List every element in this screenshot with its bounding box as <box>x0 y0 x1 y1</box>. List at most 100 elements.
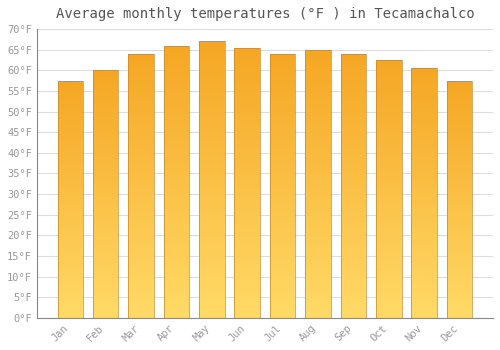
Bar <box>306 243 331 248</box>
Bar <box>128 297 154 302</box>
Bar <box>164 73 189 78</box>
Bar <box>234 313 260 318</box>
Bar <box>234 177 260 183</box>
Bar <box>447 128 472 133</box>
Bar <box>270 138 295 143</box>
Bar <box>234 264 260 269</box>
Bar <box>199 147 224 152</box>
Bar <box>199 180 224 185</box>
Bar <box>376 117 402 122</box>
Bar <box>199 102 224 108</box>
Bar <box>58 280 83 285</box>
Bar <box>234 242 260 247</box>
Bar <box>340 117 366 122</box>
Bar <box>164 122 189 127</box>
Bar <box>376 60 402 318</box>
Bar <box>128 107 154 112</box>
Bar <box>412 168 437 173</box>
Bar <box>270 207 295 212</box>
Bar <box>270 70 295 75</box>
Bar <box>270 281 295 286</box>
Bar <box>270 102 295 107</box>
Bar <box>128 138 154 143</box>
Bar <box>376 106 402 112</box>
Bar <box>270 64 295 70</box>
Bar <box>128 302 154 307</box>
Bar <box>447 299 472 304</box>
Bar <box>376 86 402 91</box>
Bar <box>58 247 83 251</box>
Bar <box>376 60 402 65</box>
Bar <box>58 275 83 280</box>
Bar <box>58 119 83 123</box>
Bar <box>128 149 154 154</box>
Bar <box>93 115 118 120</box>
Bar <box>58 285 83 289</box>
Bar <box>376 313 402 318</box>
Bar <box>270 275 295 281</box>
Bar <box>164 296 189 302</box>
Bar <box>234 140 260 145</box>
Bar <box>412 223 437 228</box>
Bar <box>447 166 472 171</box>
Bar <box>270 196 295 202</box>
Bar <box>199 285 224 290</box>
Bar <box>376 215 402 220</box>
Bar <box>376 184 402 189</box>
Bar <box>58 256 83 261</box>
Bar <box>128 91 154 96</box>
Bar <box>306 264 331 270</box>
Bar <box>128 112 154 117</box>
Bar <box>234 102 260 107</box>
Bar <box>199 279 224 285</box>
Bar <box>447 133 472 138</box>
Bar <box>447 294 472 299</box>
Bar <box>234 80 260 85</box>
Bar <box>234 291 260 296</box>
Bar <box>199 158 224 163</box>
Bar <box>376 302 402 308</box>
Bar <box>93 184 118 189</box>
Bar <box>199 274 224 279</box>
Bar <box>270 122 295 128</box>
Bar <box>340 249 366 254</box>
Bar <box>58 294 83 299</box>
Bar <box>376 158 402 163</box>
Bar <box>128 212 154 217</box>
Bar <box>270 181 295 186</box>
Bar <box>412 123 437 128</box>
Bar <box>412 88 437 93</box>
Bar <box>270 165 295 170</box>
Bar <box>199 202 224 207</box>
Bar <box>164 231 189 236</box>
Bar <box>306 189 331 195</box>
Bar <box>376 235 402 240</box>
Bar <box>199 58 224 64</box>
Bar <box>447 251 472 256</box>
Bar <box>164 209 189 215</box>
Bar <box>376 225 402 230</box>
Bar <box>447 90 472 95</box>
Bar <box>447 119 472 123</box>
Bar <box>58 147 83 152</box>
Bar <box>199 124 224 130</box>
Bar <box>234 296 260 302</box>
Bar <box>199 262 224 268</box>
Bar <box>93 95 118 100</box>
Bar <box>412 288 437 293</box>
Bar <box>376 122 402 127</box>
Bar <box>58 242 83 247</box>
Bar <box>93 110 118 115</box>
Bar <box>447 271 472 275</box>
Bar <box>128 117 154 122</box>
Bar <box>58 85 83 90</box>
Bar <box>306 291 331 296</box>
Bar <box>447 104 472 109</box>
Bar <box>306 77 331 82</box>
Bar <box>234 134 260 140</box>
Bar <box>340 239 366 244</box>
Bar <box>376 132 402 137</box>
Bar <box>306 157 331 162</box>
Bar <box>340 154 366 160</box>
Bar <box>234 253 260 258</box>
